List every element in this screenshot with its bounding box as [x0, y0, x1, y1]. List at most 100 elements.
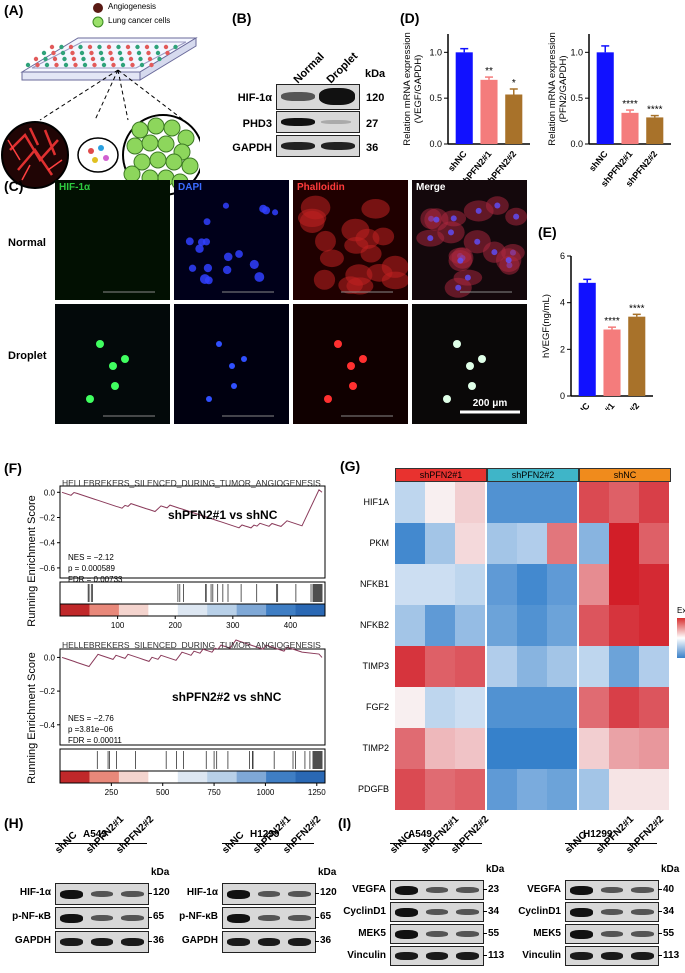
blot-mw: 120	[320, 887, 337, 898]
rank-gradient	[236, 604, 267, 616]
panel-label-f: (F)	[4, 460, 22, 476]
y-axis-label: hVEGF(ng/mL)	[541, 294, 552, 358]
heatmap-cell	[455, 523, 485, 564]
nucleus	[203, 263, 213, 273]
heatmap-cell	[547, 769, 577, 810]
blot-strip-VEGFA	[390, 880, 484, 900]
blot-b-row-hif1a	[276, 84, 360, 110]
mw-tick	[148, 917, 152, 918]
blot-strip-VEGFA	[565, 880, 659, 900]
rank-gradient	[266, 771, 297, 783]
cell-body	[315, 230, 336, 252]
nucleus	[204, 276, 213, 285]
rank-bar	[59, 770, 326, 784]
well-dot	[157, 56, 162, 62]
well-dot	[79, 50, 85, 56]
cancer-cell-sphere	[165, 153, 183, 171]
rank-gradient	[60, 771, 90, 783]
well-dot	[52, 56, 58, 62]
protein-band	[570, 929, 593, 939]
heatmap-cell	[425, 605, 455, 646]
hif1a-spot	[96, 340, 104, 348]
cancer-cell-sphere	[163, 119, 181, 137]
protein-band	[288, 915, 311, 921]
heatmap-cell	[487, 523, 517, 564]
gene-label-NFKB1: NFKB1	[359, 578, 389, 589]
blot-strip-p-NF-κB	[222, 907, 316, 929]
enrichment-curve	[61, 639, 323, 668]
protein-band	[456, 952, 479, 960]
rank-gradient	[177, 604, 208, 616]
rank-gradient	[60, 604, 90, 616]
micrograph-normal-1	[174, 180, 289, 300]
protein-band	[456, 887, 479, 893]
gene-label-PKM: PKM	[369, 537, 389, 548]
well-dot	[155, 50, 161, 56]
cell-line-label-H1299: H1299	[250, 829, 280, 840]
heatmap-cell	[639, 564, 669, 605]
well-dot	[147, 56, 153, 62]
heatmap-cell	[547, 646, 577, 687]
mw-tick	[658, 889, 662, 890]
bar-chart-vegf-mrna: 0.00.51.0shNC**shPFN2#1*shPFN2#2Relation…	[402, 32, 530, 189]
mw-tick	[315, 917, 319, 918]
well-dot	[120, 62, 126, 68]
cancer-cell-sphere	[181, 157, 199, 175]
heatmap-cell	[455, 646, 485, 687]
blot-row-label: Vinculin	[522, 950, 561, 961]
heatmap-cell	[395, 769, 425, 810]
well-dot	[98, 50, 104, 56]
gsea-comparison-2: shPFN2#2 vs shNC	[172, 690, 282, 704]
gsea-nes-1: NES = −2.12	[68, 553, 114, 562]
y-tick-label: −0.4	[39, 539, 55, 548]
heatmap-cell	[547, 564, 577, 605]
micrograph-cells	[103, 291, 155, 293]
well-dot	[44, 62, 50, 68]
y-axis-label: (PFN2/GAPDH)	[558, 55, 569, 122]
significance-marker: ****	[629, 303, 645, 314]
phalloidin-spot	[349, 382, 357, 390]
panel-a-schematic	[0, 0, 204, 201]
heatmap-cell	[609, 687, 639, 728]
micrograph-cells	[185, 202, 279, 293]
rank-gradient	[89, 771, 120, 783]
heatmap-cell	[517, 564, 547, 605]
nucleus	[195, 244, 204, 253]
heatmap-cell	[609, 564, 639, 605]
heatmap-cell	[395, 564, 425, 605]
blot-row-label: CyclinD1	[343, 906, 386, 917]
blot-mw: 36	[153, 935, 165, 946]
protein-band	[257, 938, 281, 946]
protein-band	[288, 891, 311, 897]
nucleus	[254, 272, 265, 282]
protein-band	[227, 889, 250, 899]
well-dot	[35, 62, 40, 68]
protein-band	[600, 887, 624, 893]
nucleus	[491, 249, 498, 256]
cell-body	[361, 199, 390, 219]
heatmap-cell	[487, 482, 517, 523]
blot-strip-CyclinD1	[565, 902, 659, 922]
legend-angiogenesis: Angiogenesis	[108, 2, 157, 11]
protein-band	[425, 931, 449, 937]
protein-band	[425, 887, 449, 893]
heatmap-cell	[579, 769, 609, 810]
blot-row-label: GAPDH	[14, 935, 51, 946]
heatmap-cell	[487, 769, 517, 810]
heatmap-cell	[547, 605, 577, 646]
well-dot	[81, 56, 86, 62]
protein-band	[227, 938, 250, 946]
nucleus	[450, 215, 457, 222]
well-dot	[130, 62, 135, 68]
nucleus	[197, 238, 206, 246]
blot-mw: 113	[663, 950, 680, 961]
cell-body	[345, 264, 373, 286]
blot-row-label: GAPDH	[181, 935, 218, 946]
bar-chart-pfn2-mrna: 0.00.51.0shNC****shPFN2#1****shPFN2#2Rel…	[547, 32, 671, 189]
well-dot	[116, 44, 121, 50]
blot-strip-Vinculin	[565, 946, 659, 966]
micrograph-cells	[416, 196, 527, 298]
protein-band	[395, 929, 418, 939]
mw-tick	[315, 941, 319, 942]
nucleus	[433, 216, 440, 223]
